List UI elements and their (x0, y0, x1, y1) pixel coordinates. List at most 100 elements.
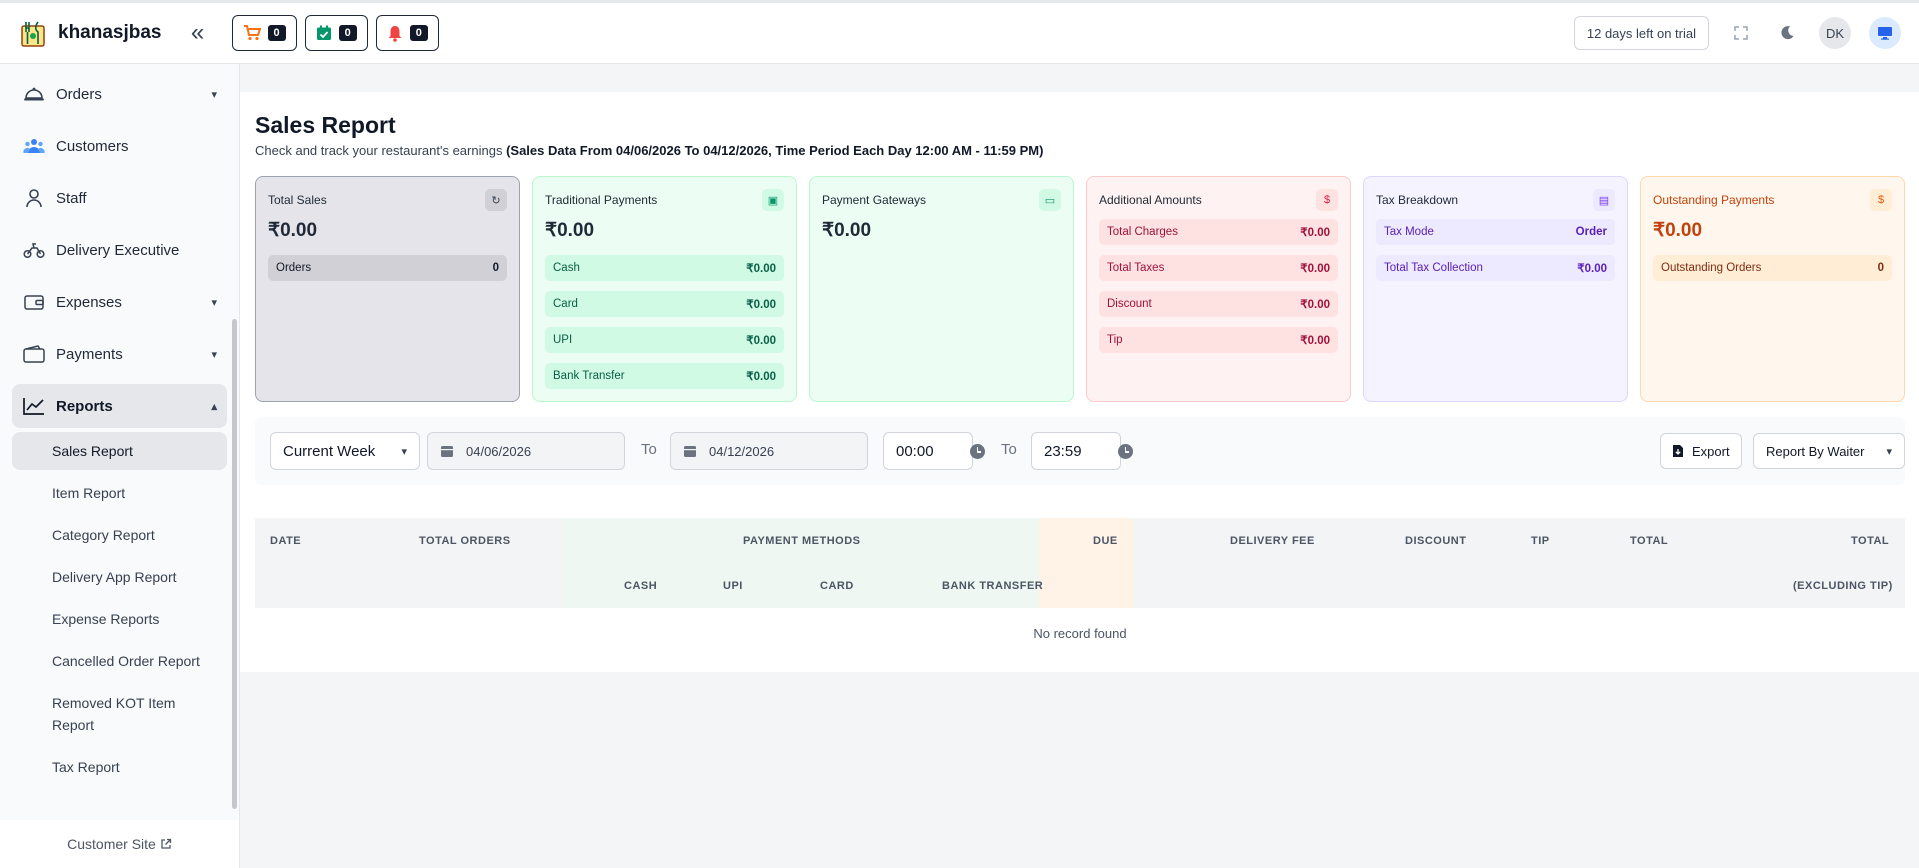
sidebar-subitem-cancelled-order-report[interactable]: Cancelled Order Report (52, 653, 200, 669)
filters-bar: Current Week ▾ 04/06/2026 To 04/12/2026 … (255, 417, 1905, 485)
sidebar-item-label: Customers (56, 137, 129, 155)
card-title: Traditional Payments (545, 193, 658, 207)
sidebar-item-label: Delivery Executive (56, 241, 180, 259)
header-total-excl: Total (1851, 535, 1890, 547)
collapse-sidebar-button[interactable]: « (190, 19, 205, 46)
card-row: Cash ₹0.00 (545, 255, 784, 281)
row-label: Outstanding Orders (1661, 262, 1762, 274)
chevron-down-icon: ▾ (211, 348, 217, 361)
card-row: Card ₹0.00 (545, 291, 784, 317)
sidebar-item-label: Expenses (56, 293, 122, 311)
restaurant-logo-icon (21, 21, 45, 47)
due-band (1039, 518, 1133, 608)
sidebar-item-staff[interactable]: Staff (12, 176, 227, 220)
row-value: 0 (1877, 262, 1884, 274)
header-total: Total (1630, 535, 1669, 547)
card-row: Total Taxes ₹0.00 (1099, 255, 1338, 281)
header-delivery-fee: Delivery Fee (1230, 535, 1315, 547)
main-content: Sales Report Check and track your restau… (240, 92, 1919, 672)
card-row: Outstanding Orders 0 (1653, 255, 1892, 281)
report-by-select[interactable]: Report By Waiter ▾ (1753, 433, 1905, 469)
sidebar-subitem-removed-kot-item-report[interactable]: Removed KOT Item Report (52, 695, 176, 733)
sidebar-subitem-sales-report[interactable]: Sales Report (12, 432, 227, 470)
header-date: Date (270, 535, 302, 547)
end-date-input[interactable]: 04/12/2026 (670, 432, 868, 470)
chart-line-icon (22, 394, 46, 418)
row-value: ₹0.00 (1577, 263, 1607, 275)
subtitle-text: Check and track your restaurant's earnin… (255, 143, 503, 158)
card-amount: ₹0.00 (545, 220, 595, 241)
wallet-icon (22, 290, 46, 314)
cart-icon (243, 25, 261, 41)
trial-badge[interactable]: 12 days left on trial (1573, 16, 1709, 50)
users-icon (22, 134, 46, 158)
cart-count: 0 (267, 25, 286, 41)
reservations-count: 0 (338, 25, 357, 41)
reservations-button[interactable]: 0 (304, 15, 368, 51)
avatar[interactable]: DK (1819, 17, 1851, 49)
row-label: Discount (1107, 298, 1152, 310)
row-label: Total Tax Collection (1384, 262, 1483, 274)
header-bank-transfer: Bank Transfer (942, 580, 1044, 592)
dark-mode-moon-icon[interactable] (1773, 19, 1801, 47)
traditional-payments-card: Traditional Payments ▣ ₹0.00 Cash ₹0.00 C… (532, 176, 797, 402)
end-time-input[interactable]: 23:59 (1031, 432, 1121, 470)
card-title: Additional Amounts (1099, 193, 1202, 207)
brand[interactable]: khanasjbas (18, 18, 162, 48)
chevron-down-icon: ▾ (211, 88, 217, 101)
sidebar-scrollbar[interactable] (232, 319, 237, 809)
sidebar-item-expenses[interactable]: Expenses ▾ (12, 280, 227, 324)
calendar-icon (441, 446, 453, 457)
sidebar-subitem-tax-report[interactable]: Tax Report (52, 759, 120, 775)
sidebar-item-reports[interactable]: Reports ▴ (12, 384, 227, 428)
start-date-input[interactable]: 04/06/2026 (427, 432, 625, 470)
row-label: UPI (553, 334, 573, 346)
card-row: Bank Transfer ₹0.00 (545, 363, 784, 389)
row-value: ₹0.00 (1300, 227, 1330, 239)
to-label: To (1001, 441, 1017, 458)
sidebar-subitem-item-report[interactable]: Item Report (52, 485, 126, 501)
period-value: Current Week (283, 442, 376, 460)
header-discount: Discount (1405, 535, 1467, 547)
sidebar-subitem-delivery-app-report[interactable]: Delivery App Report (52, 569, 177, 585)
sidebar-item-customers[interactable]: Customers (12, 124, 227, 168)
sidebar-item-orders[interactable]: Orders ▾ (12, 72, 227, 116)
row-label: Orders (276, 262, 312, 274)
card-amount: ₹0.00 (1653, 220, 1703, 241)
sidebar-item-payments[interactable]: Payments ▾ (12, 332, 227, 376)
customer-site-link[interactable]: Customer Site (0, 820, 239, 868)
row-value: ₹0.00 (746, 335, 776, 347)
cart-button[interactable]: 0 (231, 15, 297, 51)
sales-table: Date Total Orders Payment Methods Due De… (255, 518, 1905, 641)
page-title: Sales Report (255, 112, 396, 138)
card-title: Payment Gateways (822, 193, 927, 207)
chevron-down-icon: ▾ (401, 445, 407, 458)
to-label: To (641, 441, 657, 458)
export-button[interactable]: Export (1660, 433, 1742, 469)
monitor-icon[interactable] (1869, 17, 1901, 49)
header-total-excl-sub: (Excluding Tip) (1793, 580, 1893, 592)
fullscreen-icon[interactable] (1727, 19, 1755, 47)
outstanding-payments-card: Outstanding Payments $ ₹0.00 Outstanding… (1640, 176, 1905, 402)
row-value: ₹0.00 (1300, 263, 1330, 275)
start-time-input[interactable]: 00:00 (883, 432, 973, 470)
chevron-down-icon: ▾ (1886, 445, 1892, 458)
sidebar-item-label: Orders (56, 85, 102, 103)
end-date-value: 04/12/2026 (709, 443, 775, 459)
card-amount: ₹0.00 (822, 220, 872, 241)
sidebar-subitem-category-report[interactable]: Category Report (52, 527, 155, 543)
row-value: ₹0.00 (746, 299, 776, 311)
external-link-icon (161, 838, 171, 849)
period-select[interactable]: Current Week ▾ (270, 432, 420, 470)
sidebar: Orders ▾ Customers Staff Delivery Execut… (0, 64, 240, 868)
sidebar-subitem-expense-reports[interactable]: Expense Reports (52, 611, 160, 627)
clock-icon (1118, 444, 1133, 459)
end-time-value: 23:59 (1044, 442, 1082, 460)
sidebar-item-label: Reports (56, 397, 113, 415)
notifications-button[interactable]: 0 (375, 15, 439, 51)
top-bar: khanasjbas « 0 0 0 12 days left on trial… (0, 0, 1919, 64)
row-label: Tax Mode (1384, 226, 1434, 238)
row-label: Card (553, 298, 578, 310)
header-tip: Tip (1531, 535, 1550, 547)
sidebar-item-delivery-executive[interactable]: Delivery Executive (12, 228, 227, 272)
